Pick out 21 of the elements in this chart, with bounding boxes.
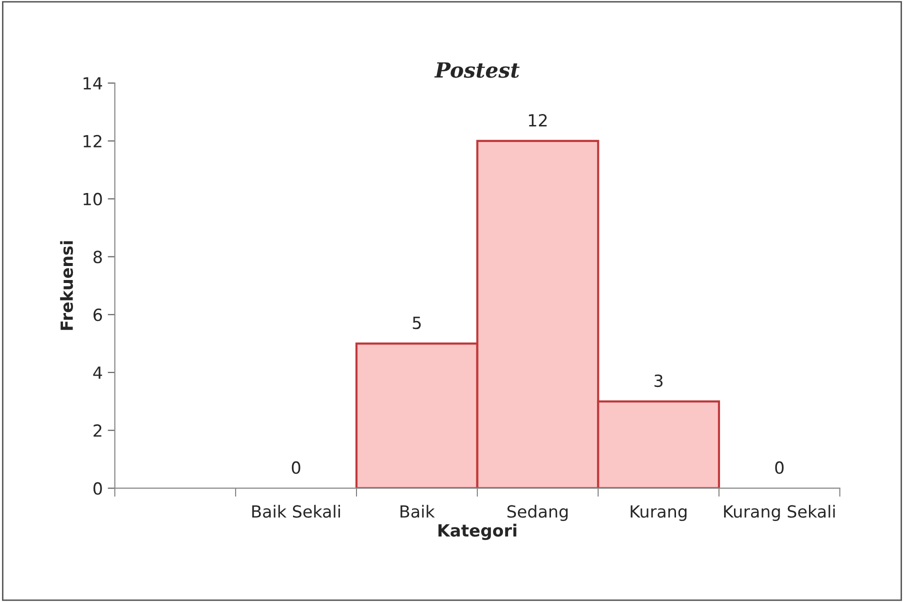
y-tick-label: 0 <box>93 482 102 495</box>
x-tick-label: Kurang <box>630 505 686 522</box>
y-tick-label: 12 <box>84 134 102 148</box>
data-label: 12 <box>528 114 547 126</box>
y-axis-title: Frekuensi <box>60 241 74 330</box>
y-tick-label: 8 <box>94 250 102 264</box>
y-tick-label: 6 <box>94 308 102 322</box>
x-tick-label: Baik Sekali <box>252 504 340 518</box>
y-tick-label: 4 <box>93 366 102 379</box>
data-label: 5 <box>412 316 421 330</box>
y-tick-label: 14 <box>84 77 102 90</box>
data-label: 0 <box>775 461 784 474</box>
x-tick-label: Sedang <box>507 504 568 522</box>
x-tick-label: Kurang Sekali <box>724 504 835 522</box>
data-label: 0 <box>292 461 300 474</box>
y-tick-label: 10 <box>84 192 102 206</box>
data-label: 3 <box>654 374 663 388</box>
y-tick-label: 2 <box>94 424 102 437</box>
x-axis-title: Kategori <box>438 524 516 540</box>
x-tick-label: Baik <box>400 504 435 518</box>
chart-title: Postest <box>434 62 520 78</box>
